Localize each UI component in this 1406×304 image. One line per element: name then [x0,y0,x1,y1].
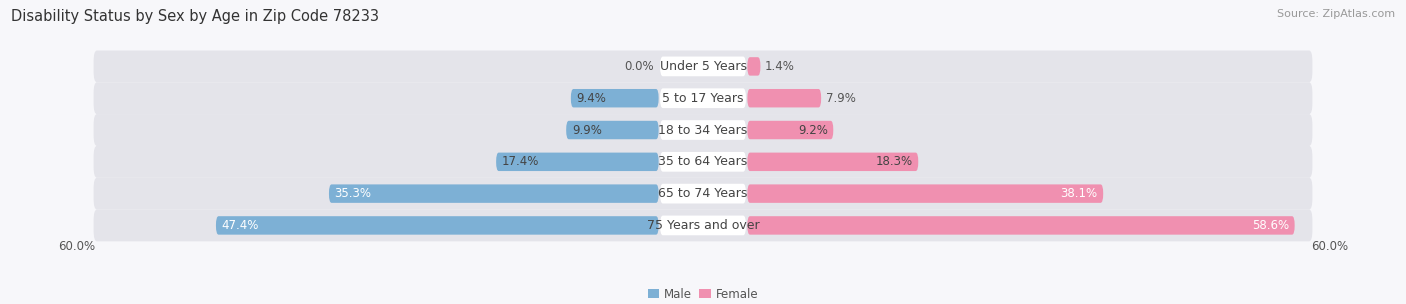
FancyBboxPatch shape [748,89,821,107]
FancyBboxPatch shape [748,121,834,139]
FancyBboxPatch shape [496,153,658,171]
FancyBboxPatch shape [748,216,1295,235]
Text: 65 to 74 Years: 65 to 74 Years [658,187,748,200]
Text: 58.6%: 58.6% [1251,219,1289,232]
Text: 9.2%: 9.2% [797,123,828,136]
Text: 75 Years and over: 75 Years and over [647,219,759,232]
Text: 35.3%: 35.3% [335,187,371,200]
Text: 9.9%: 9.9% [572,123,602,136]
FancyBboxPatch shape [94,82,1312,114]
FancyBboxPatch shape [94,209,1312,241]
FancyBboxPatch shape [748,153,918,171]
Text: 7.9%: 7.9% [825,92,856,105]
Text: 47.4%: 47.4% [222,219,259,232]
Text: 9.4%: 9.4% [576,92,606,105]
FancyBboxPatch shape [94,146,1312,178]
Text: 60.0%: 60.0% [1310,240,1348,253]
FancyBboxPatch shape [94,178,1312,209]
FancyBboxPatch shape [659,184,747,203]
Text: 5 to 17 Years: 5 to 17 Years [662,92,744,105]
Text: 0.0%: 0.0% [624,60,654,73]
FancyBboxPatch shape [748,57,761,76]
Text: 18 to 34 Years: 18 to 34 Years [658,123,748,136]
Text: Source: ZipAtlas.com: Source: ZipAtlas.com [1277,9,1395,19]
FancyBboxPatch shape [94,114,1312,146]
FancyBboxPatch shape [217,216,658,235]
FancyBboxPatch shape [659,120,747,140]
FancyBboxPatch shape [659,152,747,172]
Text: 60.0%: 60.0% [58,240,96,253]
FancyBboxPatch shape [571,89,658,107]
FancyBboxPatch shape [659,57,747,76]
FancyBboxPatch shape [329,185,658,203]
Text: 18.3%: 18.3% [876,155,912,168]
Text: 38.1%: 38.1% [1060,187,1098,200]
FancyBboxPatch shape [659,216,747,235]
FancyBboxPatch shape [659,88,747,108]
Legend: Male, Female: Male, Female [643,283,763,304]
Text: 1.4%: 1.4% [765,60,794,73]
Text: Disability Status by Sex by Age in Zip Code 78233: Disability Status by Sex by Age in Zip C… [11,9,380,24]
Text: Under 5 Years: Under 5 Years [659,60,747,73]
FancyBboxPatch shape [567,121,658,139]
Text: 35 to 64 Years: 35 to 64 Years [658,155,748,168]
Text: 17.4%: 17.4% [502,155,538,168]
FancyBboxPatch shape [748,185,1104,203]
FancyBboxPatch shape [94,50,1312,82]
